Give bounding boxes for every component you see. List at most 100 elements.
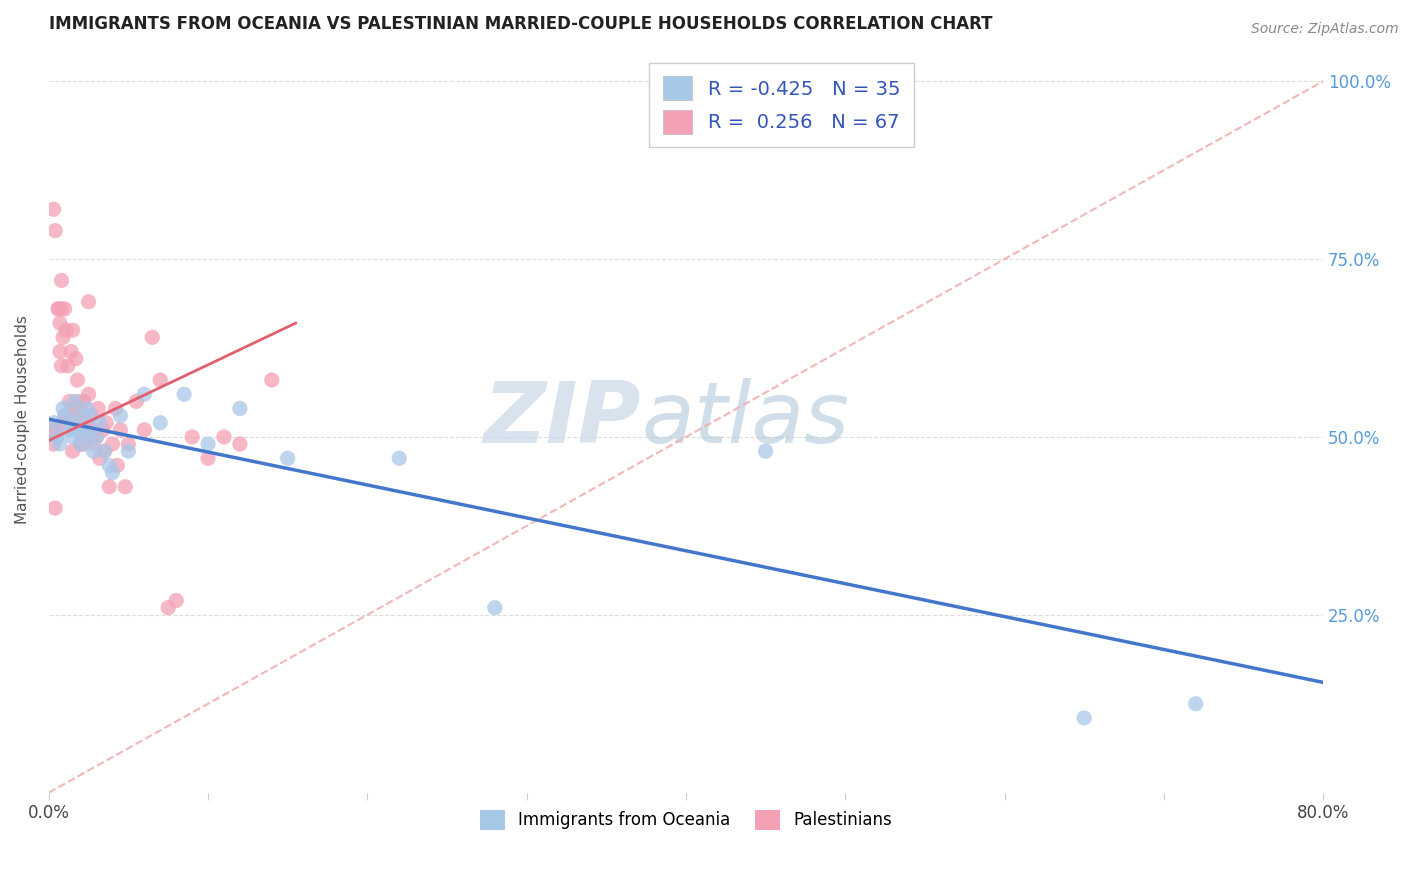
Point <box>46 301 69 316</box>
Point <box>114 480 136 494</box>
Point <box>52 401 75 416</box>
Point <box>110 409 132 423</box>
Point <box>44 224 66 238</box>
Point <box>134 387 156 401</box>
Point <box>77 430 100 444</box>
Point <box>53 409 76 423</box>
Point <box>149 416 172 430</box>
Point <box>51 273 73 287</box>
Point <box>42 202 65 217</box>
Point <box>70 423 93 437</box>
Point <box>62 323 84 337</box>
Point <box>51 359 73 373</box>
Point <box>94 416 117 430</box>
Point <box>67 409 90 423</box>
Point <box>62 444 84 458</box>
Point <box>45 430 67 444</box>
Point <box>197 451 219 466</box>
Point <box>62 430 84 444</box>
Point <box>755 444 778 458</box>
Point <box>141 330 163 344</box>
Y-axis label: Married-couple Households: Married-couple Households <box>15 315 30 524</box>
Point <box>101 437 124 451</box>
Point <box>82 423 104 437</box>
Point <box>157 600 180 615</box>
Point <box>104 401 127 416</box>
Point <box>86 430 108 444</box>
Point <box>165 593 187 607</box>
Point <box>73 437 96 451</box>
Point <box>117 437 139 451</box>
Text: IMMIGRANTS FROM OCEANIA VS PALESTINIAN MARRIED-COUPLE HOUSEHOLDS CORRELATION CHA: IMMIGRANTS FROM OCEANIA VS PALESTINIAN M… <box>49 15 993 33</box>
Point <box>229 401 252 416</box>
Point <box>110 423 132 437</box>
Point <box>55 323 77 337</box>
Point <box>173 387 195 401</box>
Point <box>125 394 148 409</box>
Point <box>58 394 80 409</box>
Point <box>197 437 219 451</box>
Legend: Immigrants from Oceania, Palestinians: Immigrants from Oceania, Palestinians <box>472 803 898 837</box>
Point <box>45 423 67 437</box>
Point <box>53 409 76 423</box>
Point <box>79 430 101 444</box>
Point <box>117 444 139 458</box>
Point <box>77 387 100 401</box>
Point <box>181 430 204 444</box>
Point <box>80 409 103 423</box>
Point <box>149 373 172 387</box>
Point <box>87 401 110 416</box>
Point <box>60 416 83 430</box>
Point <box>56 423 79 437</box>
Point <box>49 437 72 451</box>
Point <box>42 437 65 451</box>
Point <box>69 437 91 451</box>
Point <box>73 394 96 409</box>
Point <box>77 294 100 309</box>
Point <box>98 480 121 494</box>
Text: atlas: atlas <box>641 377 849 460</box>
Point <box>1073 711 1095 725</box>
Text: ZIP: ZIP <box>484 377 641 460</box>
Point <box>105 458 128 473</box>
Point <box>229 437 252 451</box>
Point <box>53 416 76 430</box>
Point <box>91 423 114 437</box>
Point <box>63 394 86 409</box>
Point <box>52 330 75 344</box>
Point <box>76 416 98 430</box>
Point <box>66 394 89 409</box>
Point <box>69 437 91 451</box>
Point <box>51 301 73 316</box>
Point <box>66 373 89 387</box>
Point <box>42 416 65 430</box>
Point <box>69 401 91 416</box>
Point <box>93 444 115 458</box>
Point <box>93 444 115 458</box>
Point <box>86 430 108 444</box>
Point <box>56 359 79 373</box>
Point <box>212 430 235 444</box>
Point <box>388 451 411 466</box>
Point <box>89 451 111 466</box>
Point <box>62 401 84 416</box>
Point <box>98 458 121 473</box>
Point <box>89 416 111 430</box>
Point <box>66 423 89 437</box>
Point <box>41 423 63 437</box>
Point <box>44 501 66 516</box>
Point <box>82 444 104 458</box>
Text: Source: ZipAtlas.com: Source: ZipAtlas.com <box>1251 22 1399 37</box>
Point <box>101 466 124 480</box>
Point <box>60 344 83 359</box>
Point <box>63 409 86 423</box>
Point <box>65 351 87 366</box>
Point <box>67 416 90 430</box>
Point <box>134 423 156 437</box>
Point <box>277 451 299 466</box>
Point <box>53 301 76 316</box>
Point <box>73 423 96 437</box>
Point <box>1184 697 1206 711</box>
Point <box>79 409 101 423</box>
Point <box>41 423 63 437</box>
